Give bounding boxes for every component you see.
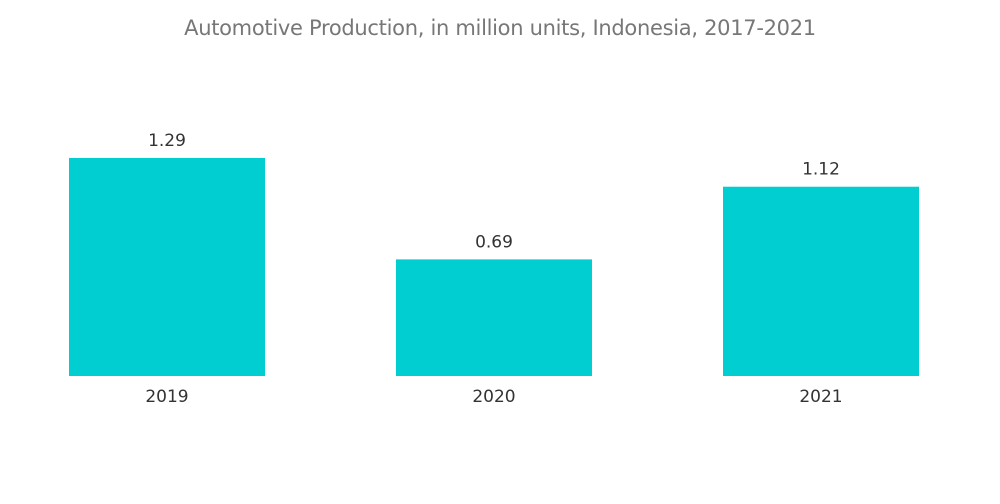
bar-2021 — [723, 186, 919, 376]
bar-2020 — [396, 259, 592, 376]
value-label-2021: 1.12 — [802, 160, 840, 180]
category-labels-layer: 2019 2020 2021 — [145, 387, 842, 407]
category-label-2019: 2019 — [145, 387, 188, 407]
category-label-2021: 2021 — [799, 387, 842, 407]
value-label-2019: 1.29 — [148, 131, 186, 151]
value-labels-layer: 1.29 0.69 1.12 — [148, 131, 840, 252]
value-label-2020: 0.69 — [475, 232, 513, 252]
category-label-2020: 2020 — [472, 387, 515, 407]
bars-layer — [69, 157, 919, 376]
bar-2019 — [69, 157, 265, 376]
chart-title: Automotive Production, in million units,… — [184, 16, 816, 40]
